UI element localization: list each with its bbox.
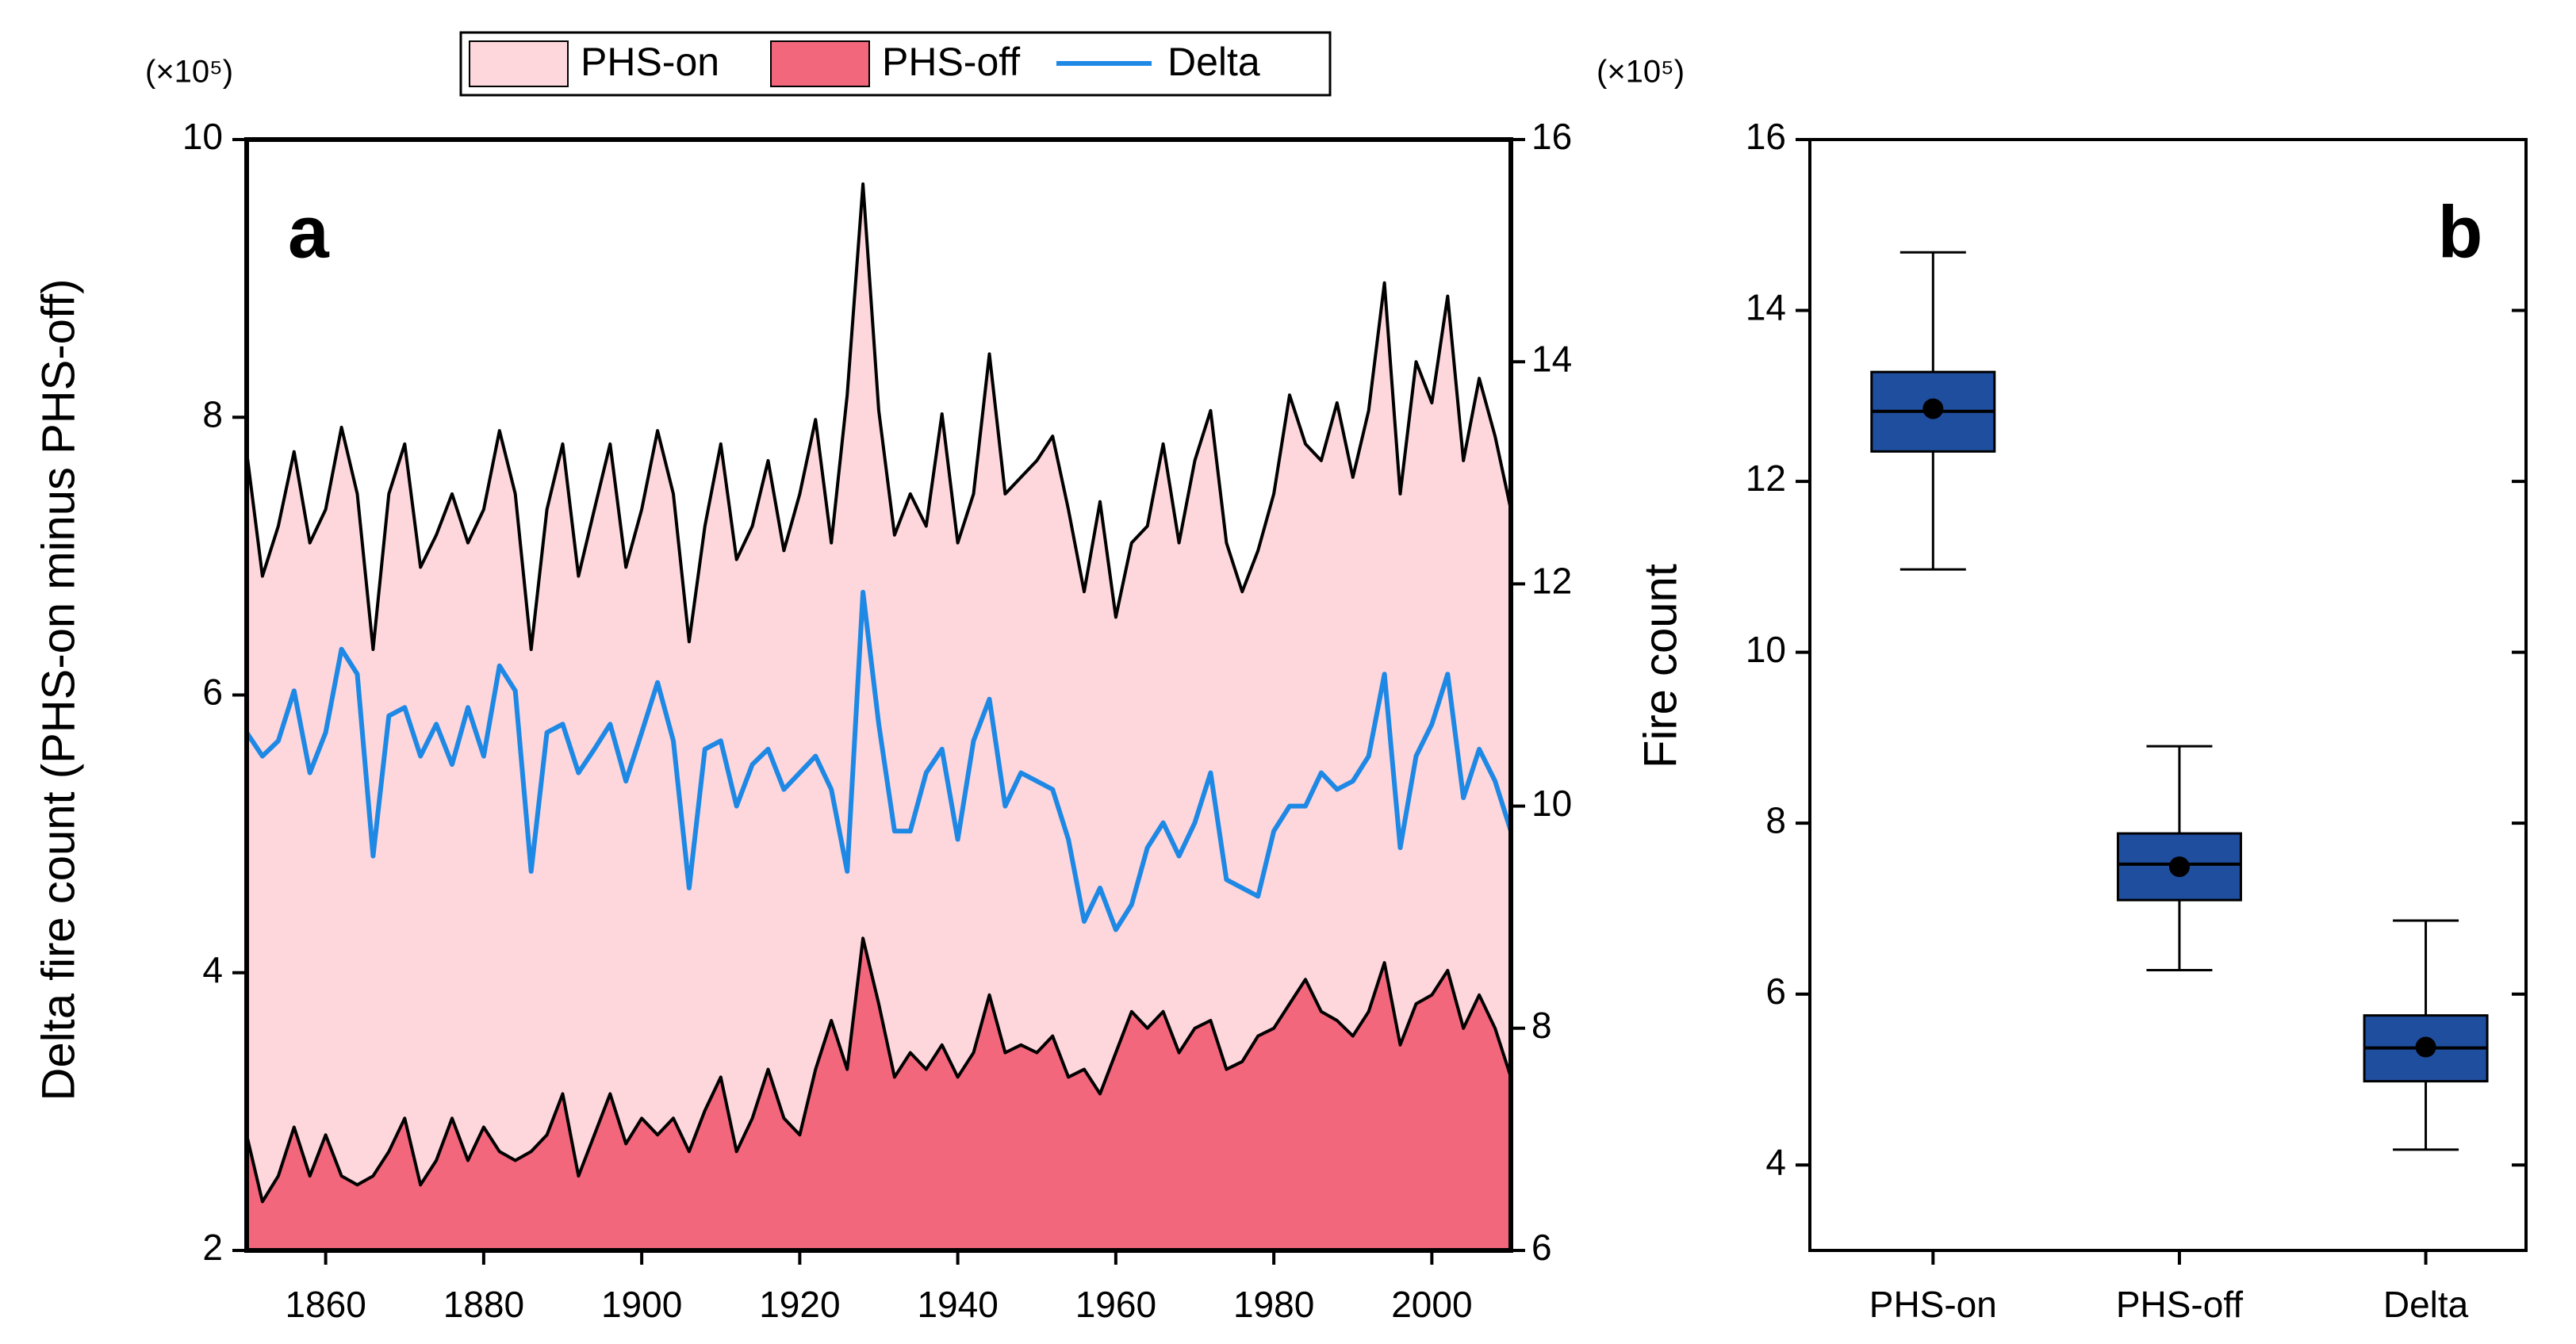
legend-label: Delta — [1167, 40, 1260, 84]
line — [244, 589, 1513, 932]
x-tick-label: Delta — [2383, 1284, 2469, 1325]
y-tick-label: 12 — [1746, 458, 1786, 499]
mean — [2415, 1036, 2436, 1058]
x-tick-label: 1940 — [917, 1284, 998, 1325]
y-tick-label: 2 — [202, 1227, 223, 1268]
legend-label: PHS-off — [882, 40, 1020, 84]
area-outline — [245, 936, 1512, 1204]
y2-tick-label: 12 — [1531, 561, 1572, 602]
x-tick-label: 1980 — [1233, 1284, 1314, 1325]
y-tick-label: 14 — [1746, 287, 1786, 328]
legend-swatch — [469, 40, 569, 87]
legend-swatch — [770, 40, 870, 87]
y-tick-label: 10 — [182, 116, 223, 157]
y-tick-label: 4 — [1765, 1141, 1786, 1182]
x-tick-label: 2000 — [1391, 1284, 1472, 1325]
panel-label: b — [2438, 191, 2483, 274]
legend-label: PHS-on — [581, 40, 719, 84]
y2-tick-label: 6 — [1531, 1227, 1552, 1268]
y-tick-label: 10 — [1746, 629, 1786, 670]
y-axis-title: Delta fire count (PHS-on minus PHS-off) — [33, 279, 84, 1101]
x-tick-label: 1860 — [285, 1284, 366, 1325]
y2-tick-label: 10 — [1531, 783, 1572, 824]
area — [247, 938, 1511, 1250]
y2-tick-label: 8 — [1531, 1005, 1552, 1046]
y-tick-label: 6 — [202, 672, 223, 713]
x-tick-label: 1880 — [443, 1284, 524, 1325]
x-tick-label: 1960 — [1075, 1284, 1156, 1325]
panel-label: a — [288, 191, 330, 274]
x-tick-label: PHS-on — [1869, 1284, 1997, 1325]
y-tick-label: 8 — [1765, 799, 1786, 840]
y2-tick-label: 14 — [1531, 338, 1572, 379]
y-unit-label: (×10⁵) — [145, 55, 233, 90]
y2-tick-label: 16 — [1531, 116, 1572, 157]
legend-frame — [459, 31, 1332, 97]
y2-unit-label: (×10⁵) — [1597, 55, 1685, 90]
mean — [1922, 398, 1944, 419]
y-tick-label: 6 — [1765, 971, 1786, 1012]
plot-frame — [1808, 138, 2528, 1252]
area-outline — [245, 182, 1512, 652]
y-tick-label: 16 — [1746, 116, 1786, 157]
mean — [2168, 856, 2190, 878]
y-tick-label: 4 — [202, 949, 223, 990]
x-tick-label: 1900 — [601, 1284, 682, 1325]
y-axis-title: Fire count — [1635, 564, 1686, 768]
x-tick-label: 1920 — [759, 1284, 840, 1325]
x-tick-label: PHS-off — [2116, 1284, 2243, 1325]
y-tick-label: 8 — [202, 393, 223, 435]
